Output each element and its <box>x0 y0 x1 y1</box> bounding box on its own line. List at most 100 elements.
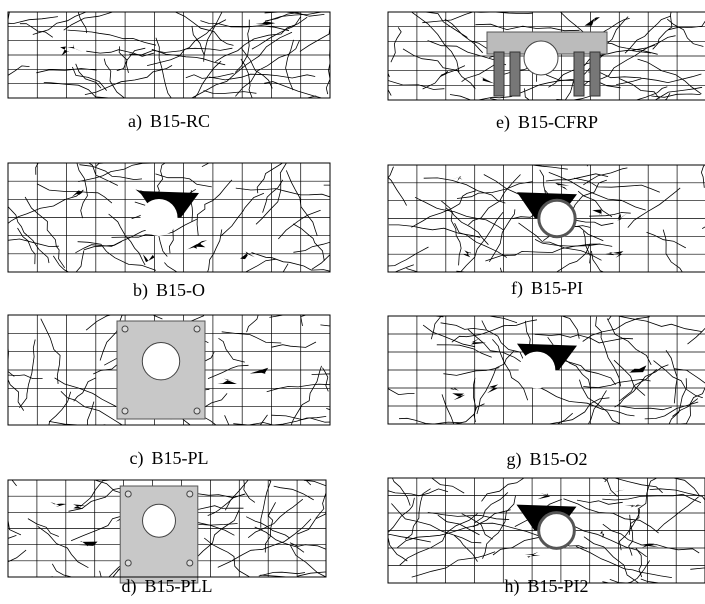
crack <box>594 87 667 100</box>
crack <box>202 163 268 167</box>
crack <box>690 566 705 575</box>
damage-spot <box>60 47 70 56</box>
caption-name: B15-O <box>156 280 205 300</box>
crack <box>437 345 492 358</box>
caption-name: B15-PI2 <box>527 576 588 596</box>
crack <box>8 483 21 535</box>
damage-spot <box>186 244 197 250</box>
crack <box>8 535 16 553</box>
caption: h)B15-PI2 <box>504 576 588 597</box>
crack <box>468 175 520 225</box>
crack <box>79 165 142 180</box>
crack <box>388 247 429 272</box>
bolt <box>194 408 200 414</box>
damage-spot <box>50 502 66 507</box>
caption-name: B15-RC <box>150 111 210 131</box>
crack <box>8 480 17 486</box>
crack <box>522 398 609 424</box>
panel: f)B15-PI <box>388 165 705 299</box>
panel: g)B15-O2 <box>388 316 705 470</box>
damage-spot <box>479 76 495 84</box>
damage-spot <box>143 254 155 262</box>
crack <box>8 338 14 377</box>
crack <box>610 579 690 583</box>
damage-spot <box>487 384 502 393</box>
crack <box>656 478 701 497</box>
opening <box>142 343 179 380</box>
bolt <box>125 491 131 497</box>
crack <box>152 49 225 65</box>
crack <box>55 378 116 407</box>
crack <box>578 390 607 424</box>
crack <box>657 497 699 531</box>
crack <box>18 228 36 264</box>
crack <box>263 180 283 213</box>
crack <box>628 188 680 228</box>
damage-spot <box>625 504 643 508</box>
crack <box>411 191 476 228</box>
crack <box>61 391 122 425</box>
crack <box>323 368 329 392</box>
damage-spot <box>592 210 602 217</box>
crack <box>117 48 146 70</box>
crack <box>19 340 35 408</box>
crack <box>274 486 314 500</box>
crack <box>619 406 672 410</box>
crack <box>500 268 534 272</box>
crack <box>52 564 97 577</box>
panel: a)B15-RC <box>8 12 330 132</box>
crack <box>441 201 488 245</box>
caption-name: B15-O2 <box>530 449 588 469</box>
crack <box>255 527 304 552</box>
crack <box>521 244 590 272</box>
opening <box>524 41 558 75</box>
crack <box>583 317 650 342</box>
opening <box>143 504 176 537</box>
crack <box>8 359 24 410</box>
crack <box>8 190 83 224</box>
crack <box>415 197 504 230</box>
crack <box>405 489 431 540</box>
opening <box>519 352 556 389</box>
damage-spot <box>585 17 600 26</box>
crack <box>298 510 327 534</box>
crack <box>293 224 324 261</box>
crack <box>582 478 663 493</box>
crack <box>326 47 330 95</box>
crack <box>461 212 503 272</box>
crack <box>576 546 672 577</box>
crack <box>618 316 702 332</box>
crack <box>67 30 156 45</box>
crack <box>233 480 255 502</box>
crack <box>104 59 144 98</box>
caption: g)B15-O2 <box>507 449 588 470</box>
bolt <box>125 560 131 566</box>
crack <box>293 228 330 253</box>
caption: d)B15-PLL <box>121 576 212 597</box>
crack <box>475 24 579 31</box>
caption-name: B15-PL <box>151 448 208 468</box>
caption-label: e) <box>496 112 510 133</box>
crack <box>388 68 444 90</box>
caption: b) B15-O <box>133 280 205 301</box>
caption-label: c) <box>130 448 144 469</box>
caption: e)B15-CFRP <box>496 112 598 133</box>
crack <box>625 12 681 53</box>
caption-label: d) <box>121 576 136 597</box>
crack <box>668 17 705 30</box>
crack <box>85 65 172 94</box>
crack <box>688 316 705 344</box>
crack <box>221 259 276 272</box>
crack <box>403 49 475 89</box>
crack <box>651 94 700 97</box>
crack <box>324 185 330 193</box>
damage-spot <box>73 504 85 509</box>
crack <box>388 167 394 202</box>
caption-label: b) <box>133 280 148 301</box>
crack <box>93 315 163 319</box>
crack <box>431 316 442 339</box>
crack <box>28 519 59 537</box>
crack <box>265 12 325 16</box>
crack <box>86 315 121 330</box>
crack <box>8 550 26 575</box>
